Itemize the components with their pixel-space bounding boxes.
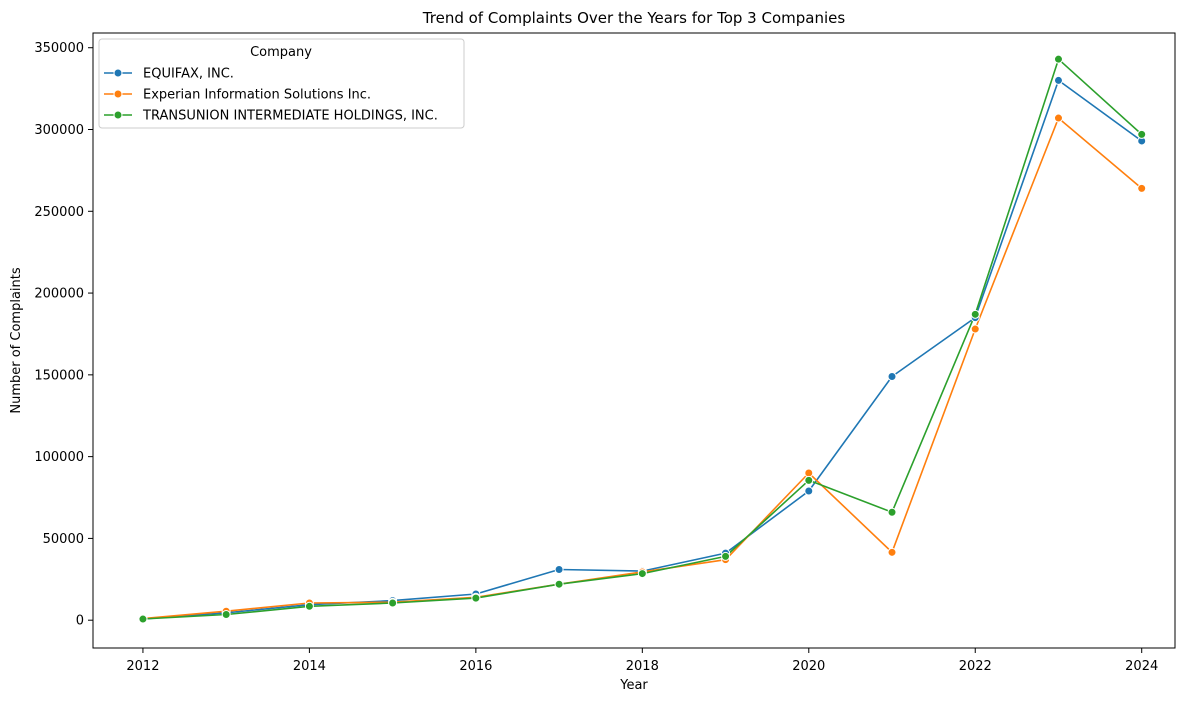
series-line-1 — [142, 79, 1143, 620]
data-point-series-3 — [887, 507, 897, 517]
data-point-series-3 — [1053, 54, 1063, 64]
x-tick-label: 2022 — [959, 659, 992, 674]
legend-title: Company — [250, 45, 312, 60]
data-point-series-3 — [138, 614, 148, 624]
y-tick-label: 200000 — [34, 287, 84, 302]
y-tick-label: 250000 — [34, 205, 84, 220]
data-point-series-1 — [554, 564, 564, 574]
data-point-series-2 — [887, 547, 897, 557]
data-point-series-3 — [388, 598, 398, 608]
x-tick-label: 2016 — [459, 659, 492, 674]
x-axis: 2012 2014 2016 2018 2020 2022 2024 — [126, 648, 1158, 674]
y-tick-label: 300000 — [34, 123, 84, 138]
data-point-series-3 — [721, 551, 731, 561]
x-tick-label: 2018 — [626, 659, 659, 674]
series-line-3 — [142, 58, 1143, 620]
data-point-series-1 — [887, 371, 897, 381]
data-point-series-3 — [637, 569, 647, 579]
data-point-series-2 — [1053, 113, 1063, 123]
legend-marker-1 — [113, 68, 123, 78]
legend-label-3: TRANSUNION INTERMEDIATE HOLDINGS, INC. — [142, 109, 438, 124]
y-tick-label: 100000 — [34, 450, 84, 465]
data-point-series-3 — [471, 593, 481, 603]
legend-label-2: Experian Information Solutions Inc. — [143, 88, 371, 103]
y-tick-label: 350000 — [34, 41, 84, 56]
data-point-series-1 — [1053, 75, 1063, 85]
chart-title: Trend of Complaints Over the Years for T… — [422, 9, 846, 27]
data-point-series-2 — [970, 324, 980, 334]
data-point-series-2 — [1137, 183, 1147, 193]
x-tick-label: 2020 — [792, 659, 825, 674]
data-point-series-3 — [1137, 129, 1147, 139]
data-point-series-1 — [804, 486, 814, 496]
legend-marker-2 — [113, 89, 123, 99]
data-point-series-3 — [970, 309, 980, 319]
legend-marker-3 — [113, 110, 123, 120]
data-point-series-3 — [554, 579, 564, 589]
plot-area — [138, 54, 1147, 624]
x-tick-label: 2014 — [293, 659, 326, 674]
y-tick-label: 0 — [76, 614, 84, 629]
y-axis: 0 50000 100000 150000 200000 250000 300000 3500… — [34, 41, 93, 629]
series-line-2 — [142, 117, 1143, 620]
plot-frame — [92, 32, 1176, 649]
legend-box — [98, 38, 465, 129]
data-point-series-2 — [804, 468, 814, 478]
y-tick-label: 50000 — [43, 532, 84, 547]
x-axis-label: Year — [619, 678, 648, 693]
x-tick-label: 2024 — [1125, 659, 1158, 674]
data-point-series-3 — [304, 601, 314, 611]
y-tick-label: 150000 — [34, 368, 84, 383]
data-point-series-3 — [804, 475, 814, 485]
data-point-series-3 — [221, 609, 231, 619]
x-tick-label: 2012 — [126, 659, 159, 674]
legend: Company EQUIFAX, INC. Experian Informatio… — [98, 38, 465, 129]
legend-label-1: EQUIFAX, INC. — [143, 67, 234, 82]
legend-entries: EQUIFAX, INC. Experian Information Soluti… — [104, 67, 438, 124]
y-axis-label: Number of Complaints — [9, 267, 24, 413]
